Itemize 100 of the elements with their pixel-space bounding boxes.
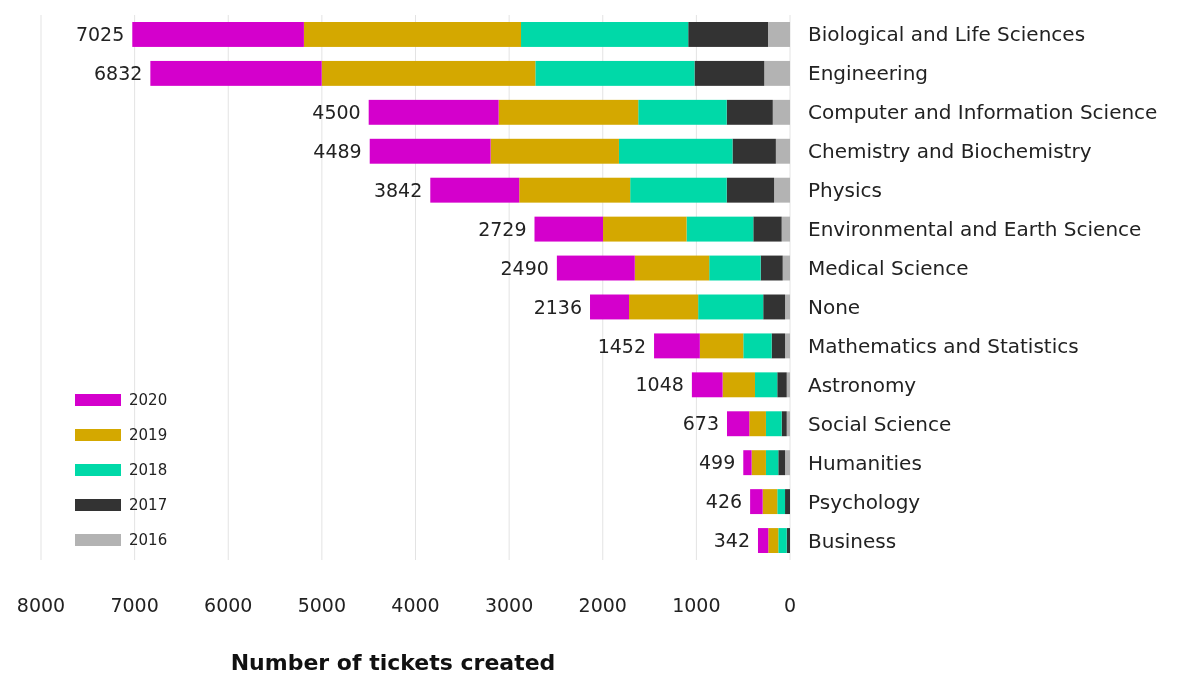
bar	[150, 60, 322, 86]
bar	[760, 255, 783, 281]
total-label: 673	[682, 412, 719, 435]
bar	[321, 60, 536, 86]
x-tick-label: 0	[783, 594, 797, 616]
bar	[303, 22, 522, 47]
bar	[132, 22, 304, 47]
bar	[785, 489, 790, 515]
bar	[786, 528, 790, 553]
bar	[732, 138, 776, 164]
y-tick-label: Mathematics and Statistics	[808, 333, 1079, 358]
total-label: 2490	[500, 256, 549, 279]
bar	[521, 22, 689, 47]
y-tick-label: Medical Science	[808, 256, 969, 281]
bar	[630, 177, 727, 203]
bar	[765, 450, 779, 476]
x-tick-label: 7000	[110, 594, 159, 616]
x-tick-label: 2000	[578, 594, 627, 616]
y-tick-label: Psychology	[808, 489, 921, 514]
legend-label: 2019	[129, 426, 168, 445]
total-label: 426	[705, 490, 743, 513]
bar	[774, 177, 790, 203]
x-tick-label: 8000	[16, 594, 66, 616]
bar	[751, 450, 766, 476]
bar	[764, 60, 790, 86]
bar	[785, 294, 790, 320]
bar	[691, 372, 723, 398]
bar	[777, 489, 786, 515]
total-label: 7025	[75, 23, 125, 46]
bar	[430, 177, 520, 203]
bar	[726, 177, 775, 203]
y-tick-label: Astronomy	[808, 372, 917, 397]
y-tick-label: Computer and Information Science	[808, 100, 1158, 125]
bar	[590, 294, 630, 320]
y-tick-label: Humanities	[808, 450, 922, 475]
bar	[771, 333, 786, 359]
bar	[498, 99, 639, 125]
bar	[777, 372, 787, 398]
bar	[768, 22, 790, 47]
y-tick-label: Environmental and Earth Science	[808, 217, 1142, 242]
bar	[750, 489, 763, 515]
bar	[753, 216, 782, 242]
bar	[519, 177, 631, 203]
bar	[556, 255, 635, 281]
x-tick-label: 1000	[672, 594, 721, 616]
total-label: 1048	[635, 373, 684, 396]
bar	[722, 372, 755, 398]
total-label: 4500	[312, 100, 361, 123]
total-label: 2136	[533, 295, 583, 318]
y-tick-label: Biological and Life Sciences	[808, 22, 1086, 47]
legend-label: 2018	[129, 461, 168, 480]
bar	[726, 99, 773, 125]
bar	[709, 255, 761, 281]
bar	[785, 333, 790, 359]
bar	[638, 99, 727, 125]
legend-label: 2016	[129, 531, 168, 550]
bar	[754, 372, 778, 398]
x-axis-title: Number of tickets created	[230, 650, 556, 675]
x-tick-label: 6000	[204, 594, 253, 616]
total-label: 4489	[313, 139, 362, 162]
bar	[368, 99, 499, 125]
bar	[786, 411, 790, 437]
bar	[694, 60, 765, 86]
bar	[743, 333, 772, 359]
x-tick-label: 5000	[297, 594, 347, 616]
bar	[782, 255, 790, 281]
bar	[369, 138, 491, 164]
x-tick-label: 4000	[391, 594, 440, 616]
y-tick-label: Chemistry and Biochemistry	[808, 139, 1092, 164]
total-label: 6832	[93, 62, 143, 85]
bar	[686, 216, 754, 242]
total-label: 2729	[478, 217, 527, 240]
y-tick-label: Social Science	[808, 411, 952, 436]
bar	[688, 22, 768, 47]
bar	[749, 411, 766, 437]
bar	[786, 372, 790, 398]
total-label: 342	[713, 529, 750, 552]
bar	[603, 216, 687, 242]
bar	[699, 333, 744, 359]
bar	[781, 216, 790, 242]
y-tick-label: Physics	[808, 178, 882, 203]
bar	[778, 528, 787, 553]
bar	[785, 450, 790, 476]
bar	[762, 489, 778, 515]
bar	[629, 294, 699, 320]
bar	[654, 333, 700, 359]
total-label: 3842	[373, 178, 423, 201]
bar	[490, 138, 619, 164]
y-tick-label: Engineering	[808, 61, 928, 86]
legend-label: 2017	[129, 496, 168, 515]
legend-label: 2020	[129, 391, 168, 410]
y-tick-label: Business	[808, 528, 897, 553]
bar	[781, 411, 787, 437]
bar	[765, 411, 782, 437]
bar	[726, 411, 750, 437]
bar	[698, 294, 764, 320]
bar	[634, 255, 710, 281]
bar	[743, 450, 752, 476]
bar	[534, 216, 604, 242]
total-label: 1452	[597, 334, 647, 357]
